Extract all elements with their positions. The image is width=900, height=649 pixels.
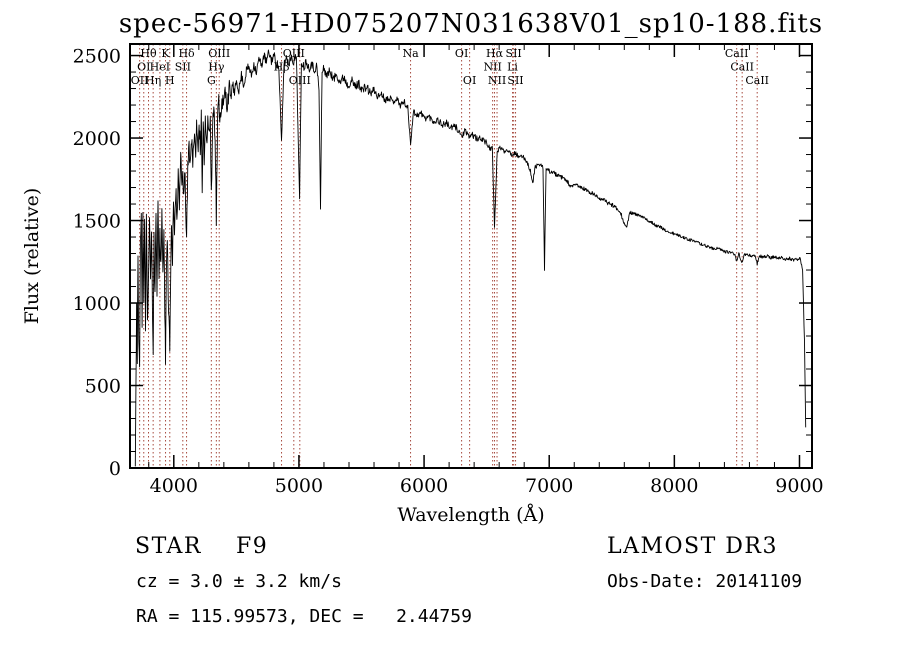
x-tick-label: 8000 <box>650 475 698 497</box>
x-tick-label: 4000 <box>150 475 198 497</box>
spectral-line-label: OI <box>463 74 476 87</box>
spectral-line-label: OI <box>455 47 468 60</box>
spectral-line-label: H <box>165 74 175 87</box>
x-axis-label: Wavelength (Å) <box>397 504 544 526</box>
spectral-line-label: Hδ <box>178 47 195 60</box>
spectral-line-label: G <box>207 74 216 87</box>
coordinates-text: RA = 115.99573, DEC = 2.44759 <box>136 606 472 627</box>
y-tick-label: 0 <box>109 458 121 480</box>
x-tick-label: 5000 <box>275 475 323 497</box>
survey-name: LAMOST DR3 <box>607 534 778 559</box>
spectral-line-label: CaII <box>725 47 749 60</box>
spectral-line-label: SII <box>506 47 522 60</box>
spectral-line-label: CaII <box>745 74 769 87</box>
spectral-line-label: Hη <box>145 74 161 87</box>
spectral-line-label: Hγ <box>208 61 225 74</box>
spectral-line-label: CaII <box>730 61 754 74</box>
spectral-line-label: OIII <box>208 47 230 60</box>
plot-title: spec-56971-HD075207N031638V01_sp10-188.f… <box>119 9 823 39</box>
x-tick-label: 6000 <box>400 475 448 497</box>
y-tick-label: 2500 <box>73 46 121 68</box>
radial-velocity-text: cz = 3.0 ± 3.2 km/s <box>136 571 342 592</box>
y-tick-label: 1500 <box>73 211 121 233</box>
y-tick-label: 500 <box>85 376 121 398</box>
spectrum-chart: spec-56971-HD075207N031638V01_sp10-188.f… <box>21 9 824 526</box>
spectral-line-label: Li <box>507 61 518 74</box>
spectral-line-label: K <box>161 47 170 60</box>
spectral-line-label: OI <box>137 61 150 74</box>
spectral-line-label: HeI <box>150 61 170 74</box>
spectral-line-label: SII <box>507 74 523 87</box>
spectral-line-label: NII <box>483 61 501 74</box>
spectrum-line <box>134 49 807 467</box>
spectral-line-label: Na <box>402 47 419 60</box>
spectral-line-label: Hβ <box>274 61 290 74</box>
y-tick-label: 2000 <box>73 128 121 150</box>
obs-date-text: Obs-Date: 20141109 <box>607 571 803 592</box>
spectral-line-label: OII <box>131 74 149 87</box>
spectral-line-label: NII <box>488 74 506 87</box>
plot-frame <box>129 43 813 469</box>
spectral-line-label: Hθ <box>140 47 157 60</box>
x-tick-label: 7000 <box>525 475 573 497</box>
y-axis-label: Flux (relative) <box>21 188 43 325</box>
spectral-line-label: OIII <box>283 47 305 60</box>
y-tick-label: 1000 <box>73 293 121 315</box>
x-tick-label: 9000 <box>775 475 823 497</box>
spectral-line-label: SII <box>175 61 191 74</box>
spectral-line-label: Hα <box>486 47 504 60</box>
classification-text: STAR F9 <box>135 534 269 559</box>
spectral-line-label: OIII <box>289 74 311 87</box>
